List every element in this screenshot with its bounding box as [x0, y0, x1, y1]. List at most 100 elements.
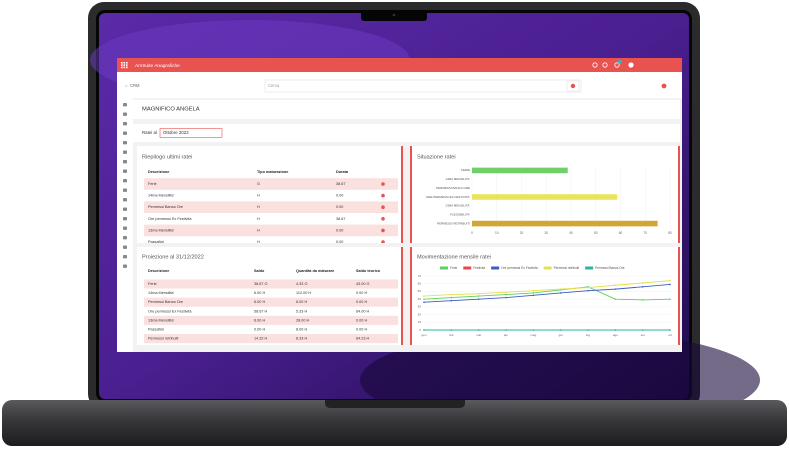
- point: [450, 296, 453, 299]
- bar: [472, 220, 658, 227]
- y-tick-label: 0: [419, 328, 421, 332]
- table-cell: 38.67: [336, 217, 346, 221]
- table-cell: Ore permessi Ex Festività: [148, 309, 192, 313]
- sidebar-icon: [123, 245, 127, 249]
- column-header: Saldo: [254, 269, 265, 273]
- panel-accent: [410, 146, 412, 243]
- table-cell: 8.00 H: [296, 328, 307, 332]
- point: [423, 329, 425, 331]
- legend-swatch: [585, 266, 594, 270]
- point: [423, 295, 425, 297]
- y-tick-label: 20: [418, 312, 422, 316]
- table-cell: 28.00 H: [296, 318, 310, 322]
- x-tick-label: 60: [619, 231, 623, 235]
- panel-accent: [401, 146, 403, 243]
- notification-icon[interactable]: [614, 62, 620, 68]
- legend-label: Ore permessi Ex Festività: [501, 266, 538, 270]
- x-tick-label: 40: [569, 231, 573, 235]
- series-line: [423, 286, 671, 301]
- table-cell: 5.33 H: [296, 309, 307, 313]
- point: [641, 299, 644, 301]
- point: [477, 295, 480, 297]
- point: [477, 329, 480, 331]
- y-tick-label: 70: [418, 274, 422, 278]
- panel-title: Riepilogo ultimi ratei: [142, 154, 192, 160]
- panel-title: Movimentazione mensile ratei: [417, 254, 491, 260]
- sidebar-icons: [123, 103, 127, 268]
- period-label: Ratei al: [142, 130, 157, 135]
- point: [669, 279, 671, 282]
- point: [532, 289, 535, 292]
- table-cell: 0.00: [336, 205, 343, 209]
- sidebar-icon: [123, 226, 127, 230]
- sidebar-icon: [123, 112, 127, 116]
- legend-swatch: [463, 266, 472, 270]
- point: [505, 293, 507, 296]
- point: [587, 289, 589, 292]
- table-cell: 8.33 H: [296, 337, 307, 341]
- point: [669, 329, 671, 331]
- x-tick-label: apr: [504, 333, 508, 337]
- row-highlight: [144, 201, 398, 213]
- x-tick-label: mar: [476, 333, 481, 337]
- header-icon[interactable]: [602, 62, 608, 68]
- x-tick-label: 30: [544, 231, 548, 235]
- legend-swatch: [440, 266, 448, 270]
- column-header: Durata: [336, 170, 349, 174]
- x-tick-label: gen: [421, 333, 426, 337]
- table-cell: 112.00 H: [296, 291, 311, 295]
- table-cell: Ferie: [148, 282, 157, 286]
- menu-icon[interactable]: [121, 62, 128, 69]
- x-tick-label: 10: [495, 231, 499, 235]
- point: [450, 293, 453, 296]
- point: [587, 286, 589, 289]
- y-tick-label: 14MA MENSILITA': [445, 177, 470, 181]
- point: [641, 329, 644, 331]
- point: [505, 291, 507, 294]
- y-tick-label: 13MA MENSILITA': [445, 204, 470, 208]
- point: [641, 286, 644, 288]
- point: [614, 284, 617, 287]
- table-cell: Permessi Banca Ore: [148, 205, 183, 209]
- table-cell: 0.00: [336, 228, 343, 232]
- x-tick-label: 80: [668, 231, 672, 235]
- table-cell: Permessi Banca Ore: [148, 300, 183, 304]
- point: [614, 288, 617, 290]
- row-highlight: [144, 334, 398, 344]
- search-box[interactable]: [264, 79, 582, 93]
- legend-swatch: [543, 266, 552, 270]
- table-cell: 0.00: [336, 194, 343, 198]
- point: [477, 298, 480, 300]
- table-cell: H: [257, 205, 260, 209]
- table-cell: 43.00 G: [356, 282, 370, 286]
- add-user-icon[interactable]: [661, 83, 667, 89]
- summary-table: Descrizione Tipo maturazione Durata Ferie G 3…: [144, 170, 398, 244]
- table-cell: 64.23 H: [356, 337, 370, 341]
- table-cell: 0.00 H: [356, 318, 367, 322]
- home-icon[interactable]: ⌂: [125, 83, 128, 88]
- breadcrumb[interactable]: CRM: [130, 83, 140, 88]
- column-header: Quantità da maturare: [296, 269, 334, 273]
- x-tick-label: 20: [520, 231, 524, 235]
- table-cell: H: [257, 194, 260, 198]
- table-cell: 38.67: [336, 182, 346, 186]
- sidebar-icon: [123, 122, 127, 126]
- table-cell: Permessi retribuiti: [148, 337, 179, 341]
- user-avatar[interactable]: [628, 62, 634, 68]
- sidebar-icon: [123, 169, 127, 173]
- header-icon[interactable]: [592, 62, 598, 68]
- period-select[interactable]: [159, 128, 223, 138]
- table-cell: 0.00 H: [356, 328, 367, 332]
- camera: [392, 13, 396, 17]
- warning-icon: [381, 193, 385, 198]
- x-tick-label: lug: [586, 333, 590, 337]
- y-tick-label: 60: [418, 282, 422, 286]
- y-tick-label: FLESSIBILITA': [450, 213, 470, 217]
- y-tick-label: 50: [418, 289, 422, 293]
- column-header: Descrizione: [148, 269, 169, 273]
- bar: [472, 194, 618, 200]
- warning-icon: [381, 228, 385, 233]
- table-cell: 0.00: [336, 240, 343, 244]
- point: [532, 294, 535, 297]
